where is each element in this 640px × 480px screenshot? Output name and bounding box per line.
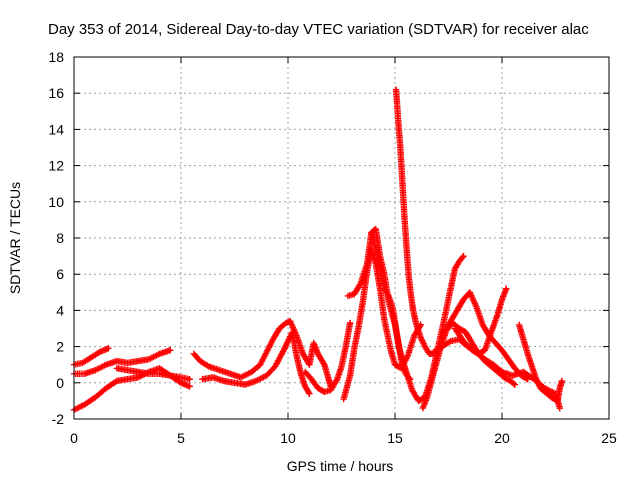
data-point	[186, 375, 193, 383]
x-tick-label: 20	[494, 430, 510, 446]
data-point	[511, 381, 519, 388]
x-tick-label: 15	[387, 430, 403, 446]
data-point	[320, 360, 327, 367]
data-point	[333, 377, 340, 384]
y-tick-label: 12	[48, 158, 64, 174]
data-point	[556, 404, 563, 412]
y-tick-label: 16	[48, 85, 64, 101]
y-tick-label: 2	[56, 339, 64, 355]
data-point	[346, 319, 354, 327]
x-tick-label: 25	[601, 430, 617, 446]
y-tick-label: 18	[48, 49, 64, 65]
y-tick-label: 4	[56, 302, 64, 318]
axis-ticks	[73, 56, 610, 420]
y-tick-label: 10	[48, 194, 64, 210]
y-tick-label: -2	[52, 411, 65, 427]
y-axis-label: SDTVAR / TECUs	[7, 182, 23, 294]
data-point	[446, 338, 453, 346]
chart-title: Day 353 of 2014, Sidereal Day-to-day VTE…	[48, 21, 589, 38]
data-point	[459, 254, 466, 261]
data-point	[558, 377, 566, 385]
data-point	[503, 285, 510, 292]
y-tick-label: 0	[56, 375, 64, 391]
data-point	[305, 389, 312, 396]
data-points	[70, 86, 566, 414]
x-tick-label: 0	[70, 430, 78, 446]
data-point	[167, 347, 174, 354]
data-point	[356, 281, 364, 288]
data-point	[204, 362, 211, 369]
data-point	[105, 345, 112, 352]
x-tick-label: 5	[177, 430, 185, 446]
data-point	[186, 383, 193, 390]
y-tick-label: 8	[56, 230, 64, 246]
x-axis-label: GPS time / hours	[287, 458, 394, 474]
data-point	[112, 378, 119, 386]
data-point	[510, 380, 517, 387]
y-tick-labels: -2 0 2 4 6 8 10 12 14 16 18	[48, 49, 64, 427]
x-tick-labels: 0 5 10 15 20 25	[70, 430, 617, 446]
data-point	[306, 390, 313, 397]
y-tick-label: 14	[48, 121, 64, 137]
data-point	[460, 252, 467, 260]
y-tick-label: 6	[56, 266, 64, 282]
x-tick-label: 10	[280, 430, 296, 446]
